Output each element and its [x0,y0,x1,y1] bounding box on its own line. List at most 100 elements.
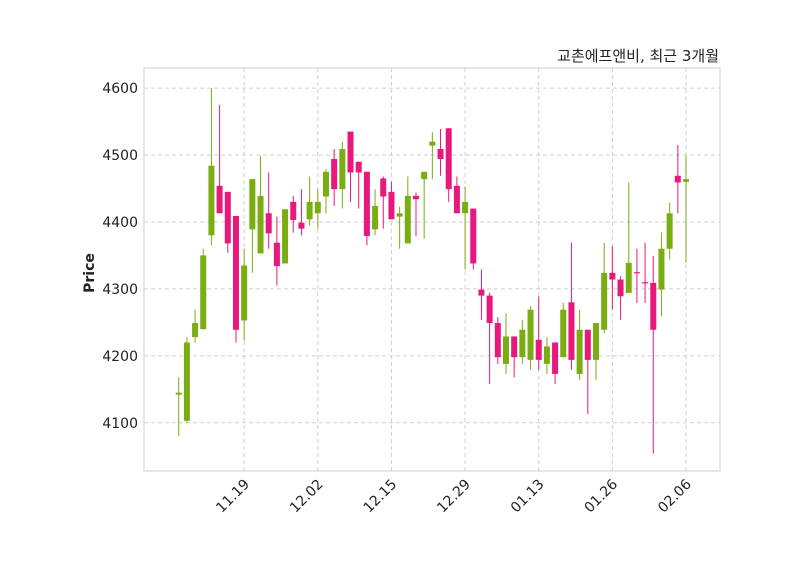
candle [388,181,395,220]
y-axis-label: Price [82,253,98,293]
candle-body [642,282,649,284]
candle-body [576,329,583,374]
candle [224,191,231,253]
candle-body [282,209,289,264]
x-tick-label: 12.02 [287,477,327,517]
candle-body [674,175,681,183]
y-tick-label: 4600 [102,81,138,97]
candle [511,336,518,378]
candle [601,242,608,334]
candle-body [241,265,248,321]
candle [478,269,485,320]
y-tick-label: 4200 [102,349,138,365]
candle [322,169,329,214]
candle-body [257,195,264,254]
candle [412,192,419,237]
candle [592,323,599,380]
candle [568,242,575,370]
candle-body [494,323,501,358]
candle-body [396,213,403,217]
candle [290,195,297,233]
candle-body [363,171,370,237]
candle-body [224,191,231,244]
candle-body [339,149,346,190]
candle [584,329,591,415]
candle [241,248,248,341]
candle-body [437,149,444,160]
candle [609,246,616,310]
candle-body [331,159,338,190]
candle-body [298,222,305,229]
candle-body [527,309,534,360]
candles [175,88,689,454]
x-tick-label: 02.06 [655,476,695,516]
candle [282,209,289,264]
candle-body [208,165,215,236]
candle [273,216,280,286]
candle-body [421,171,428,180]
candle-body [232,215,239,330]
candle-body [372,205,379,230]
candle-body [200,255,207,330]
candle-body [322,171,329,197]
candle [502,313,509,374]
candle [666,202,673,260]
candle-body [683,179,689,182]
candle-body [601,272,608,330]
candle-body [388,191,395,220]
candle [650,256,657,454]
candle-body [265,213,272,234]
candle [363,171,370,246]
y-tick-label: 4500 [102,148,138,164]
candle-body [453,185,460,214]
candle-body [290,201,297,220]
candle-body [429,141,436,146]
candle-body [175,392,182,395]
candle [331,149,338,206]
candle-body [192,323,199,338]
candle-body [584,329,591,360]
candle [257,155,264,254]
candle [543,337,550,374]
candle [552,342,559,384]
candle [421,171,428,239]
candle [339,141,346,209]
y-tick-label: 4100 [102,416,138,432]
candle [486,292,493,384]
x-tick-label: 12.15 [361,477,401,517]
candle [519,319,526,364]
candle-body [633,272,640,274]
y-tick-label: 4400 [102,215,138,231]
candle [560,302,567,358]
candle-body [306,201,313,220]
candle [306,176,313,226]
candle-body [658,248,665,290]
candle [470,208,477,270]
candle [429,132,436,180]
candle [175,377,182,437]
candle [380,176,387,229]
candle [437,128,444,176]
x-tick-label: 11.19 [213,477,253,517]
candle-body [470,208,477,264]
candle [494,317,501,364]
candle [576,309,583,380]
candle [265,172,272,249]
x-tick-label: 01.13 [508,477,548,517]
candle-body [592,323,599,360]
candle-body [519,329,526,358]
candle-body [404,195,411,244]
candle-body [650,282,657,330]
candle [208,88,215,246]
candle [535,296,542,370]
candle-body [183,342,190,421]
candle [633,248,640,303]
candle [355,161,362,209]
candle [674,144,681,214]
y-tick-labels: 4100 4200 4300 4400 4500 4600 [102,81,138,432]
candle [396,206,403,249]
candle-body [355,161,362,173]
candle [404,176,411,244]
candle [527,306,534,370]
